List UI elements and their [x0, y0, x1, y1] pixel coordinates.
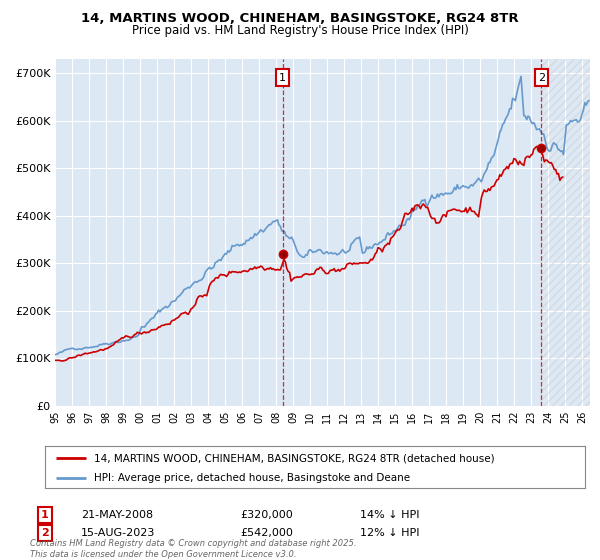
Text: 15-AUG-2023: 15-AUG-2023 — [81, 528, 155, 538]
Text: £542,000: £542,000 — [240, 528, 293, 538]
Text: 14, MARTINS WOOD, CHINEHAM, BASINGSTOKE, RG24 8TR (detached house): 14, MARTINS WOOD, CHINEHAM, BASINGSTOKE,… — [94, 453, 494, 463]
Text: 2: 2 — [41, 528, 49, 538]
Text: 14, MARTINS WOOD, CHINEHAM, BASINGSTOKE, RG24 8TR: 14, MARTINS WOOD, CHINEHAM, BASINGSTOKE,… — [81, 12, 519, 25]
Text: £320,000: £320,000 — [240, 510, 293, 520]
Text: Contains HM Land Registry data © Crown copyright and database right 2025.
This d: Contains HM Land Registry data © Crown c… — [30, 539, 356, 559]
Text: 14% ↓ HPI: 14% ↓ HPI — [360, 510, 419, 520]
Text: 2: 2 — [538, 73, 545, 83]
Text: HPI: Average price, detached house, Basingstoke and Deane: HPI: Average price, detached house, Basi… — [94, 473, 410, 483]
Bar — [541, 59, 590, 406]
Text: Price paid vs. HM Land Registry's House Price Index (HPI): Price paid vs. HM Land Registry's House … — [131, 24, 469, 36]
Text: 1: 1 — [279, 73, 286, 83]
Text: 21-MAY-2008: 21-MAY-2008 — [81, 510, 153, 520]
Text: 1: 1 — [41, 510, 49, 520]
Text: 12% ↓ HPI: 12% ↓ HPI — [360, 528, 419, 538]
